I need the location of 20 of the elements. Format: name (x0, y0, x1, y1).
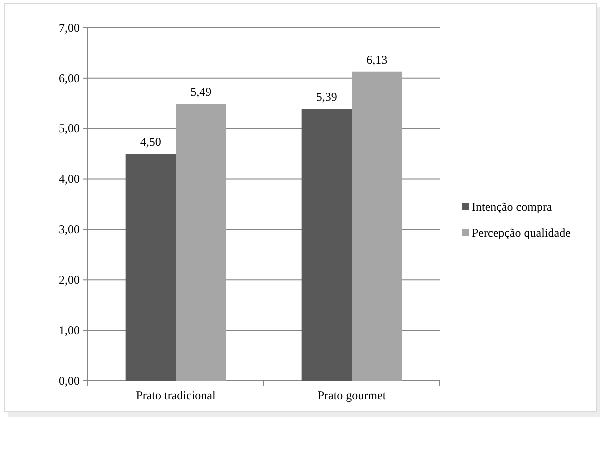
y-tick-label: 5,00 (59, 122, 80, 136)
y-tick-label: 4,00 (59, 172, 80, 186)
y-tick-label: 2,00 (59, 272, 80, 287)
y-tick-label: 0,00 (59, 374, 80, 388)
y-tick-label: 1,00 (59, 323, 80, 338)
bar (176, 104, 226, 381)
y-tick-label: 7,00 (59, 20, 80, 35)
bar (302, 109, 352, 381)
legend-label: Percepção qualidade (472, 226, 571, 240)
bar (126, 154, 176, 381)
data-label: 6,13 (366, 52, 388, 67)
y-tick-label: 3,00 (59, 222, 80, 237)
data-label: 5,49 (190, 85, 212, 100)
y-tick-label: 6,00 (59, 71, 80, 86)
data-label: 5,39 (316, 90, 338, 104)
legend-label: Intenção compra (472, 200, 553, 214)
bar (352, 72, 402, 381)
x-tick-label: Prato tradicional (136, 388, 216, 403)
x-tick-label: Prato gourmet (318, 388, 387, 403)
data-label: 4,50 (140, 135, 162, 150)
